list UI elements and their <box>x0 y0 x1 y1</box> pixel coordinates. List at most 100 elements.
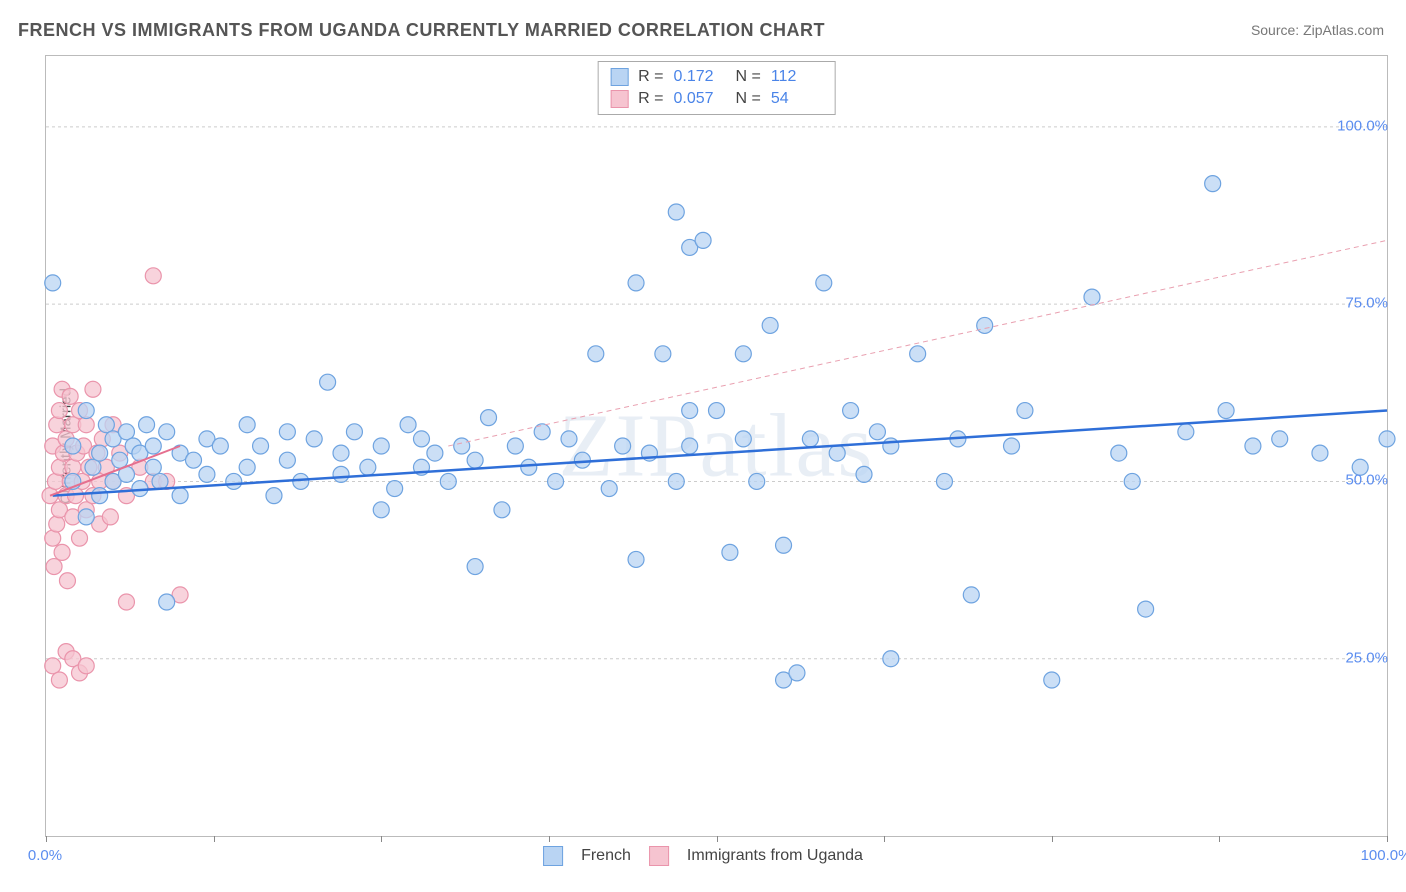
data-point <box>561 431 577 447</box>
data-point <box>279 424 295 440</box>
data-point <box>59 573 75 589</box>
data-point <box>159 594 175 610</box>
data-point <box>601 481 617 497</box>
data-point <box>1124 473 1140 489</box>
data-point <box>92 488 108 504</box>
data-point <box>333 445 349 461</box>
data-point <box>588 346 604 362</box>
data-point <box>709 403 725 419</box>
data-point <box>98 417 114 433</box>
data-point <box>427 445 443 461</box>
chart-title: FRENCH VS IMMIGRANTS FROM UGANDA CURRENT… <box>18 20 825 41</box>
data-point <box>1084 289 1100 305</box>
data-point <box>102 509 118 525</box>
data-point <box>454 438 470 454</box>
data-point <box>440 473 456 489</box>
x-tick-label: 0.0% <box>28 847 62 864</box>
data-point <box>883 438 899 454</box>
data-point <box>789 665 805 681</box>
data-point <box>1312 445 1328 461</box>
data-point <box>1379 431 1395 447</box>
data-point <box>695 232 711 248</box>
data-point <box>46 559 62 575</box>
data-point <box>1004 438 1020 454</box>
swatch-bottom-french <box>543 846 563 866</box>
y-tick-label: 100.0% <box>1337 117 1388 134</box>
data-point <box>910 346 926 362</box>
data-point <box>1044 672 1060 688</box>
data-point <box>521 459 537 475</box>
r-label: R = <box>638 68 663 86</box>
data-point <box>467 452 483 468</box>
data-point <box>112 452 128 468</box>
data-point <box>829 445 845 461</box>
data-point <box>159 424 175 440</box>
data-point <box>802 431 818 447</box>
data-point <box>816 275 832 291</box>
legend-label-french: French <box>581 847 631 865</box>
data-point <box>49 516 65 532</box>
data-point <box>47 473 63 489</box>
legend-row-uganda: R = 0.057 N = 54 <box>610 88 823 110</box>
data-point <box>856 466 872 482</box>
r-value-french: 0.172 <box>674 68 726 86</box>
data-point <box>481 410 497 426</box>
data-point <box>92 445 108 461</box>
data-point <box>615 438 631 454</box>
data-point <box>977 317 993 333</box>
data-point <box>1245 438 1261 454</box>
data-point <box>72 530 88 546</box>
data-point <box>387 481 403 497</box>
data-point <box>49 417 65 433</box>
data-point <box>883 651 899 667</box>
data-point <box>668 473 684 489</box>
data-point <box>682 403 698 419</box>
data-point <box>51 403 67 419</box>
data-point <box>373 438 389 454</box>
data-point <box>306 431 322 447</box>
y-tick-label: 50.0% <box>1345 472 1388 489</box>
data-point <box>749 473 765 489</box>
data-point <box>186 452 202 468</box>
data-point <box>722 544 738 560</box>
data-point <box>199 466 215 482</box>
data-point <box>62 388 78 404</box>
scatter-plot-svg <box>46 56 1387 836</box>
data-point <box>172 488 188 504</box>
data-point <box>293 473 309 489</box>
data-point <box>843 403 859 419</box>
data-point <box>239 417 255 433</box>
data-point <box>1017 403 1033 419</box>
data-point <box>628 551 644 567</box>
data-point <box>869 424 885 440</box>
data-point <box>118 594 134 610</box>
data-point <box>1272 431 1288 447</box>
x-tick-label: 100.0% <box>1361 847 1406 864</box>
data-point <box>574 452 590 468</box>
y-tick-label: 75.0% <box>1345 295 1388 312</box>
data-point <box>400 417 416 433</box>
data-point <box>78 403 94 419</box>
data-point <box>253 438 269 454</box>
data-point <box>139 417 155 433</box>
r-label: R = <box>638 90 663 108</box>
data-point <box>668 204 684 220</box>
n-value-uganda: 54 <box>771 90 823 108</box>
data-point <box>145 268 161 284</box>
data-point <box>682 438 698 454</box>
chart-plot-area: ZIPatlas R = 0.172 N = 112 R = 0.057 N =… <box>45 55 1388 837</box>
data-point <box>1178 424 1194 440</box>
data-point <box>279 452 295 468</box>
data-point <box>152 473 168 489</box>
data-point <box>936 473 952 489</box>
data-point <box>467 559 483 575</box>
data-point <box>85 459 101 475</box>
data-point <box>54 544 70 560</box>
data-point <box>85 381 101 397</box>
data-point <box>45 530 61 546</box>
correlation-legend: R = 0.172 N = 112 R = 0.057 N = 54 <box>597 61 836 115</box>
n-value-french: 112 <box>771 68 823 86</box>
data-point <box>239 459 255 475</box>
extrapolation-line <box>448 240 1387 446</box>
data-point <box>655 346 671 362</box>
